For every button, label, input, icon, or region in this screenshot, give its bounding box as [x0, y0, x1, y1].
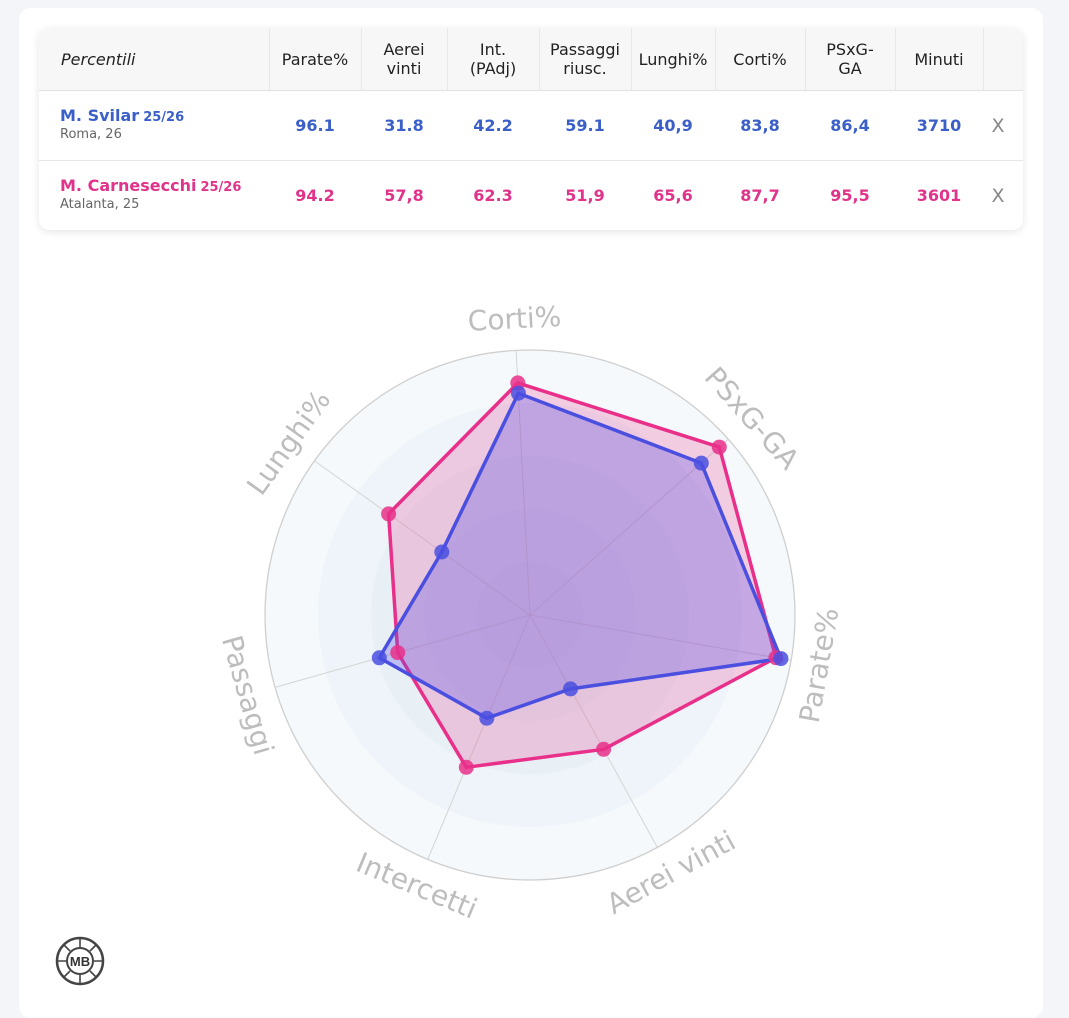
- header-corti: Corti%: [733, 49, 787, 69]
- cell-int: 62.3: [473, 186, 513, 205]
- remove-player-button[interactable]: X: [991, 114, 1005, 137]
- logo-text: MB: [70, 954, 90, 969]
- cell-corti: 83,8: [740, 116, 780, 135]
- player-season: 25/26: [143, 110, 185, 125]
- cell-parate: 94.2: [295, 186, 335, 205]
- header-parate: Parate%: [281, 49, 349, 69]
- cell-aerei: 31.8: [384, 116, 424, 135]
- data-point: [390, 645, 406, 661]
- header-lunghi: Lunghi%: [638, 49, 708, 69]
- cell-aerei: 57,8: [384, 186, 424, 205]
- radar-outer-circle: [264, 349, 796, 881]
- header-percentili: Percentili: [61, 49, 136, 69]
- column-divider: [895, 28, 896, 90]
- cell-minuti: 3710: [916, 116, 962, 135]
- cell-passaggi: 59.1: [565, 116, 605, 135]
- radar-spoke: [314, 460, 531, 616]
- column-divider: [805, 28, 806, 90]
- data-point: [434, 544, 450, 560]
- column-divider: [983, 28, 984, 90]
- player-team: Atalanta, 25: [60, 197, 140, 212]
- column-divider: [361, 28, 362, 90]
- header-int: Int. (PAdj): [469, 40, 517, 78]
- table-row-svilar: M. Svilar 25/26 Roma, 26 96.1 31.8 42.2 5…: [39, 91, 1023, 161]
- header-psxg: PSxG- GA: [826, 40, 874, 78]
- table-header: Percentili Parate% Aerei vinti Int. (PAd…: [39, 28, 1023, 91]
- player-team: Roma, 26: [60, 127, 122, 142]
- column-divider: [539, 28, 540, 90]
- column-divider: [447, 28, 448, 90]
- cell-parate: 96.1: [295, 116, 335, 135]
- header-aerei: Aerei vinti: [383, 40, 425, 78]
- player-name-svilar[interactable]: M. Svilar 25/26: [60, 106, 185, 125]
- column-divider: [631, 28, 632, 90]
- mb-logo: MB: [55, 936, 105, 986]
- data-point: [510, 385, 526, 401]
- column-divider: [715, 28, 716, 90]
- cell-psxg: 95,5: [830, 186, 870, 205]
- data-point: [458, 759, 474, 775]
- cell-minuti: 3601: [916, 186, 962, 205]
- data-point: [693, 455, 709, 471]
- header-minuti: Minuti: [914, 49, 964, 69]
- data-point: [711, 439, 727, 455]
- table-row-carnesecchi: M. Carnesecchi 25/26 Atalanta, 25 94.2 57…: [39, 161, 1023, 230]
- data-point: [596, 741, 612, 757]
- radar-spoke: [529, 614, 658, 848]
- player-name-carnesecchi[interactable]: M. Carnesecchi 25/26: [60, 176, 242, 195]
- series-area-carnesecchi: [386, 381, 778, 770]
- radar-spoke: [529, 438, 729, 616]
- cell-lunghi: 65,6: [653, 186, 693, 205]
- radar-spoke: [427, 614, 531, 860]
- data-point: [563, 681, 578, 697]
- cell-psxg: 86,4: [830, 116, 870, 135]
- cell-lunghi: 40,9: [653, 116, 693, 135]
- player-season: 25/26: [200, 180, 242, 195]
- header-passaggi: Passaggi riusc.: [550, 40, 620, 78]
- axis-label: Corti%: [467, 300, 562, 338]
- cell-corti: 87,7: [740, 186, 780, 205]
- radar-spoke: [529, 614, 792, 661]
- series-area-svilar: [377, 391, 783, 720]
- data-point: [371, 650, 387, 666]
- data-point: [479, 710, 495, 726]
- axis-label: Parate%: [793, 605, 845, 725]
- column-divider: [269, 28, 270, 90]
- percentile-table: Percentili Parate% Aerei vinti Int. (PAd…: [39, 28, 1023, 230]
- cell-int: 42.2: [473, 116, 513, 135]
- data-point: [381, 506, 397, 522]
- data-point: [773, 651, 789, 667]
- remove-player-button[interactable]: X: [991, 184, 1005, 207]
- cell-passaggi: 51,9: [565, 186, 605, 205]
